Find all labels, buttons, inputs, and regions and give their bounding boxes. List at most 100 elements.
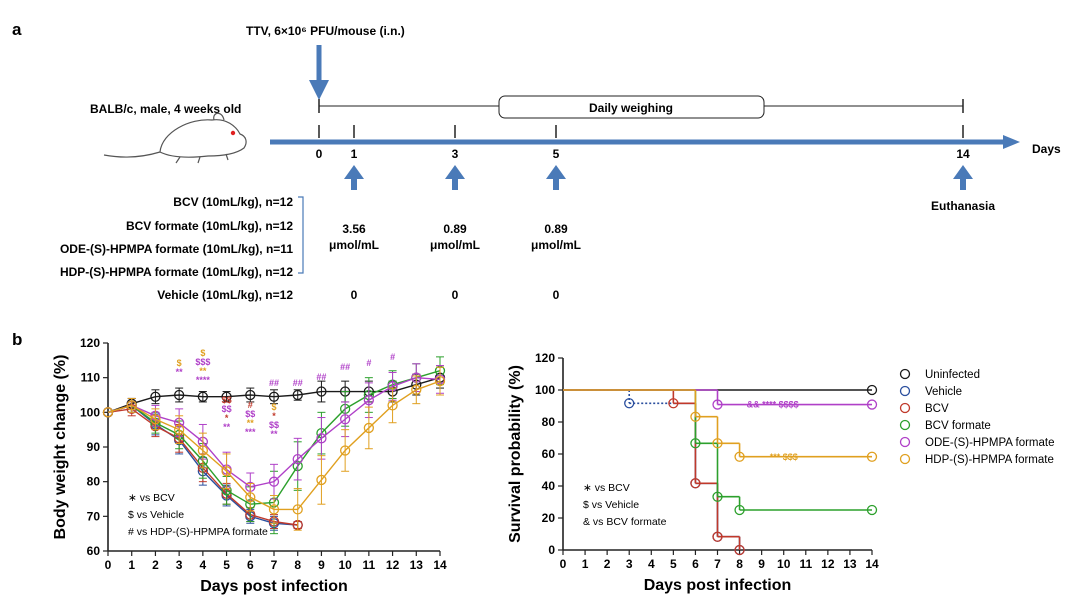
x-tick-label: 8 [294,558,301,572]
weighing-label: Daily weighing [589,101,673,115]
y-axis-title: Body weight change (%) [52,355,69,540]
panel-a: a TTV, 6×10⁶ PFU/mouse (i.n.) BALB/c, ma… [12,20,1061,302]
y-tick-label: 0 [548,543,555,557]
legend-marker [899,436,911,448]
data-point [734,504,745,516]
significance-mark: ## [293,378,303,388]
x-tick-label: 0 [560,557,567,571]
significance-mark: $$ [222,395,232,405]
y-tick-label: 40 [542,479,556,493]
timeline-day-14: 14 [956,147,970,161]
data-point [866,504,878,516]
x-tick-label: 3 [626,557,633,571]
legend: Uninfected Vehicle BCV BCV formate ODE-(S)-H… [899,368,1055,466]
data-point [339,414,351,425]
weight-chart: 0 1 2 3 4 5 6 7 8 9 10 11 12 13 1460708090100110120Day… [52,336,447,595]
data-point [316,433,327,444]
data-point [434,375,446,387]
significance-mark: $ [200,348,205,358]
data-point [292,453,303,465]
x-tick-label: 5 [670,557,677,571]
data-point [712,491,723,502]
y-tick-label: 100 [535,383,555,397]
stat-key-label: $ vs Vehicle [583,499,639,511]
euthanasia-label: Euthanasia [931,199,995,213]
vehicle-dose: 0 [351,288,358,302]
data-point [690,438,701,449]
significance-mark: $$ [245,409,255,419]
data-point [245,492,256,503]
data-point [363,422,375,434]
dosing-arrows [344,165,973,190]
data-point [245,389,256,401]
timeline-arrowhead [1003,135,1020,149]
data-point [150,414,161,425]
stat-key-label: # vs HDP-(S)-HPMPA formate [128,526,268,538]
x-tick-label: 13 [843,557,857,571]
significance-mark: $$$ [195,357,210,367]
data-point [268,391,280,402]
data-point [734,544,745,556]
significance-mark: *** $$$ [770,452,798,462]
data-point [102,407,114,418]
series-hdp-s-hpmpa-formate [563,389,878,462]
x-tick-label: 11 [363,558,376,572]
x-tick-label: 9 [758,557,765,571]
data-point [690,478,701,489]
legend-marker [899,419,911,431]
survival-chart: 0 1 2 3 4 5 6 7 8 9 10 11 12 13 14020406080100120Days … [507,351,1055,594]
y-tick-label: 70 [87,509,101,523]
data-point [866,399,878,410]
significance-mark: ** [247,418,255,428]
data-point [221,391,232,402]
group-label: BCV (10mL/kg), n=12 [173,195,293,209]
x-tick-label: 1 [128,558,135,572]
panel-a-label: a [12,20,22,39]
data-point [668,398,679,409]
panel-b-label: b [12,330,22,349]
data-point [712,399,723,410]
y-tick-label: 100 [80,405,100,419]
data-point [292,504,303,515]
x-tick-label: 4 [200,558,207,572]
data-point [339,445,351,456]
significance-mark: ## [316,372,326,382]
legend-label: BCV formate [925,420,991,432]
stat-key-label: & vs BCV formate [583,516,667,528]
y-axis-title: Survival probability (%) [507,365,524,543]
x-tick-label: 6 [247,558,254,572]
x-tick-label: 0 [105,558,112,572]
group-label-vehicle: Vehicle (10mL/kg), n=12 [157,288,293,302]
vehicle-dose: 0 [553,288,560,302]
infection-label: TTV, 6×10⁶ PFU/mouse (i.n.) [246,24,405,38]
series-ode-s-hpmpa-formate [563,389,878,410]
dose-unit: μmol/mL [430,238,480,252]
x-tick-label: 14 [433,558,447,572]
group-label: BCV formate (10mL/kg), n=12 [126,219,293,233]
x-tick-label: 6 [692,557,699,571]
legend-marker [899,453,911,465]
stat-key-label: $ vs Vehicle [128,509,184,521]
data-point [363,395,375,406]
data-point [316,386,327,397]
significance-mark: # [248,400,253,410]
x-tick-label: 2 [604,557,611,571]
data-point [197,445,209,456]
significance-mark: ## [340,362,350,372]
significance-mark: $$ [222,404,232,414]
data-point [316,474,327,486]
significance-mark: # [390,352,395,362]
timeline-ticks [318,125,964,138]
x-tick-label: 7 [714,557,721,571]
significance-mark: *** [245,427,256,437]
data-point [221,466,232,477]
x-tick-label: 11 [799,557,812,571]
group-bracket [298,196,304,274]
significance-mark: # [366,358,371,368]
significance-mark: $ [271,402,276,412]
timeline-day-1: 1 [351,147,358,161]
legend-marker [899,402,911,414]
x-tick-label: 2 [152,558,159,572]
data-point [268,504,280,515]
